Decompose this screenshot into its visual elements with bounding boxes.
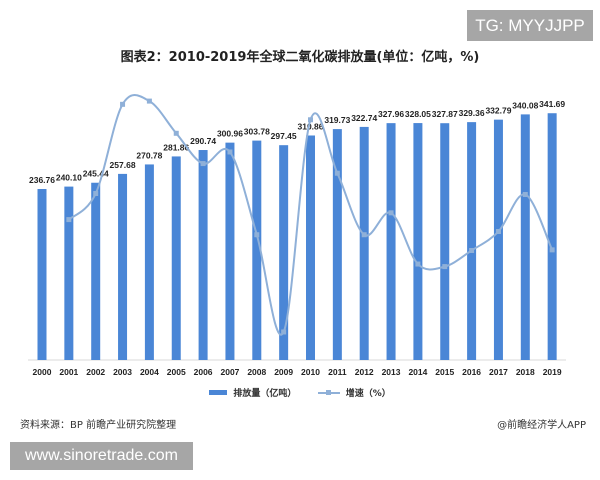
x-tick-2011: 2011	[328, 367, 347, 377]
x-tick-2005: 2005	[167, 367, 186, 377]
x-tick-2001: 2001	[59, 367, 78, 377]
bar-label-2002: 245.44	[83, 169, 109, 179]
bar-2008	[252, 140, 262, 360]
bar-label-2007: 300.96	[217, 129, 243, 139]
bar-2004	[144, 164, 154, 360]
x-tick-2017: 2017	[489, 367, 508, 377]
x-tick-2002: 2002	[86, 367, 105, 377]
bar-label-2009: 297.45	[271, 131, 297, 141]
bar-2001	[64, 186, 74, 360]
chart-area: 236.76 2000 240.10 2001 245.44 2002 257.68 2003…	[28, 94, 566, 377]
x-tick-2018: 2018	[516, 367, 535, 377]
x-tick-2019: 2019	[543, 367, 562, 377]
bar-2010	[306, 135, 315, 360]
bar-2005	[171, 156, 181, 360]
source-note: 资料来源：BP 前瞻产业研究院整理	[20, 420, 177, 431]
bar-2015	[440, 123, 450, 360]
bar-label-2006: 290.74	[190, 136, 216, 146]
x-tick-2008: 2008	[247, 367, 266, 377]
legend-bar-label: 排放量（亿吨）	[233, 389, 297, 399]
bar-label-2016: 329.36	[459, 108, 485, 118]
growth-point-2002	[93, 191, 99, 197]
bar-label-2012: 322.74	[351, 113, 377, 123]
bar-2012	[359, 126, 369, 360]
growth-point-2001	[66, 217, 72, 223]
x-tick-2007: 2007	[220, 367, 239, 377]
watermark-tg: TG: MYYJJPP	[467, 10, 593, 41]
x-tick-2013: 2013	[382, 367, 401, 377]
bar-2007	[225, 142, 235, 360]
bar-label-2005: 281.86	[163, 142, 189, 152]
x-tick-2015: 2015	[435, 367, 454, 377]
growth-point-2016	[469, 248, 475, 254]
growth-point-2017	[495, 229, 501, 235]
bar-2019	[547, 113, 557, 360]
growth-point-2012	[361, 232, 367, 238]
growth-point-2003	[120, 101, 126, 107]
growth-point-2011	[334, 170, 340, 176]
x-tick-2004: 2004	[140, 367, 159, 377]
bar-label-2019: 341.69	[539, 99, 565, 109]
growth-point-2015	[442, 264, 448, 270]
growth-point-2005	[173, 130, 179, 136]
bar-label-2003: 257.68	[110, 160, 136, 170]
growth-point-2018	[522, 191, 528, 197]
bar-2009	[279, 145, 289, 360]
bar-2002	[91, 182, 101, 360]
x-tick-2010: 2010	[301, 367, 320, 377]
bar-2017	[493, 119, 503, 360]
growth-point-2007	[227, 149, 233, 155]
bar-2016	[467, 122, 477, 360]
growth-point-2019	[549, 247, 555, 253]
growth-point-2014	[415, 261, 421, 267]
x-tick-2009: 2009	[274, 367, 293, 377]
growth-point-2008	[254, 232, 260, 238]
legend-line-label: 增速（%）	[345, 389, 391, 399]
legend-bar-swatch	[209, 390, 228, 395]
x-tick-2014: 2014	[408, 367, 427, 377]
bar-label-2001: 240.10	[56, 173, 82, 183]
x-tick-2012: 2012	[355, 367, 374, 377]
x-tick-2003: 2003	[113, 367, 132, 377]
bar-label-2000: 236.76	[29, 175, 55, 185]
bar-label-2015: 327.87	[432, 109, 458, 119]
bar-label-2008: 303.78	[244, 127, 270, 137]
legend: 排放量（亿吨） 增速（%）	[0, 386, 600, 399]
watermark-site: www.sinoretrade.com	[10, 442, 193, 470]
bar-2000	[37, 189, 47, 360]
x-tick-2016: 2016	[462, 367, 481, 377]
bar-2018	[520, 114, 530, 361]
growth-point-2010	[308, 117, 313, 123]
bar-2006	[198, 150, 208, 360]
growth-point-2004	[146, 98, 152, 104]
growth-point-2013	[388, 210, 394, 216]
x-tick-2000: 2000	[33, 367, 52, 377]
credit-note: @前瞻经济学人APP	[497, 420, 586, 431]
growth-point-2009	[281, 329, 287, 335]
bar-label-2014: 328.05	[405, 109, 431, 119]
bar-2011	[332, 129, 342, 360]
growth-point-2006	[200, 161, 206, 167]
bar-2014	[413, 123, 423, 360]
bar-2003	[118, 173, 128, 360]
bar-label-2004: 270.78	[136, 150, 162, 160]
bar-label-2010: 310.86	[298, 121, 324, 131]
x-tick-2006: 2006	[194, 367, 213, 377]
bar-label-2011: 319.73	[324, 115, 350, 125]
legend-line-swatch	[317, 389, 340, 395]
bar-2013	[386, 123, 396, 360]
bar-label-2018: 340.08	[512, 100, 538, 110]
bar-label-2013: 327.96	[378, 109, 404, 119]
chart-title: 图表2：2010-2019年全球二氧化碳排放量(单位：亿吨，%)	[120, 50, 480, 65]
bar-label-2017: 332.79	[485, 106, 511, 116]
